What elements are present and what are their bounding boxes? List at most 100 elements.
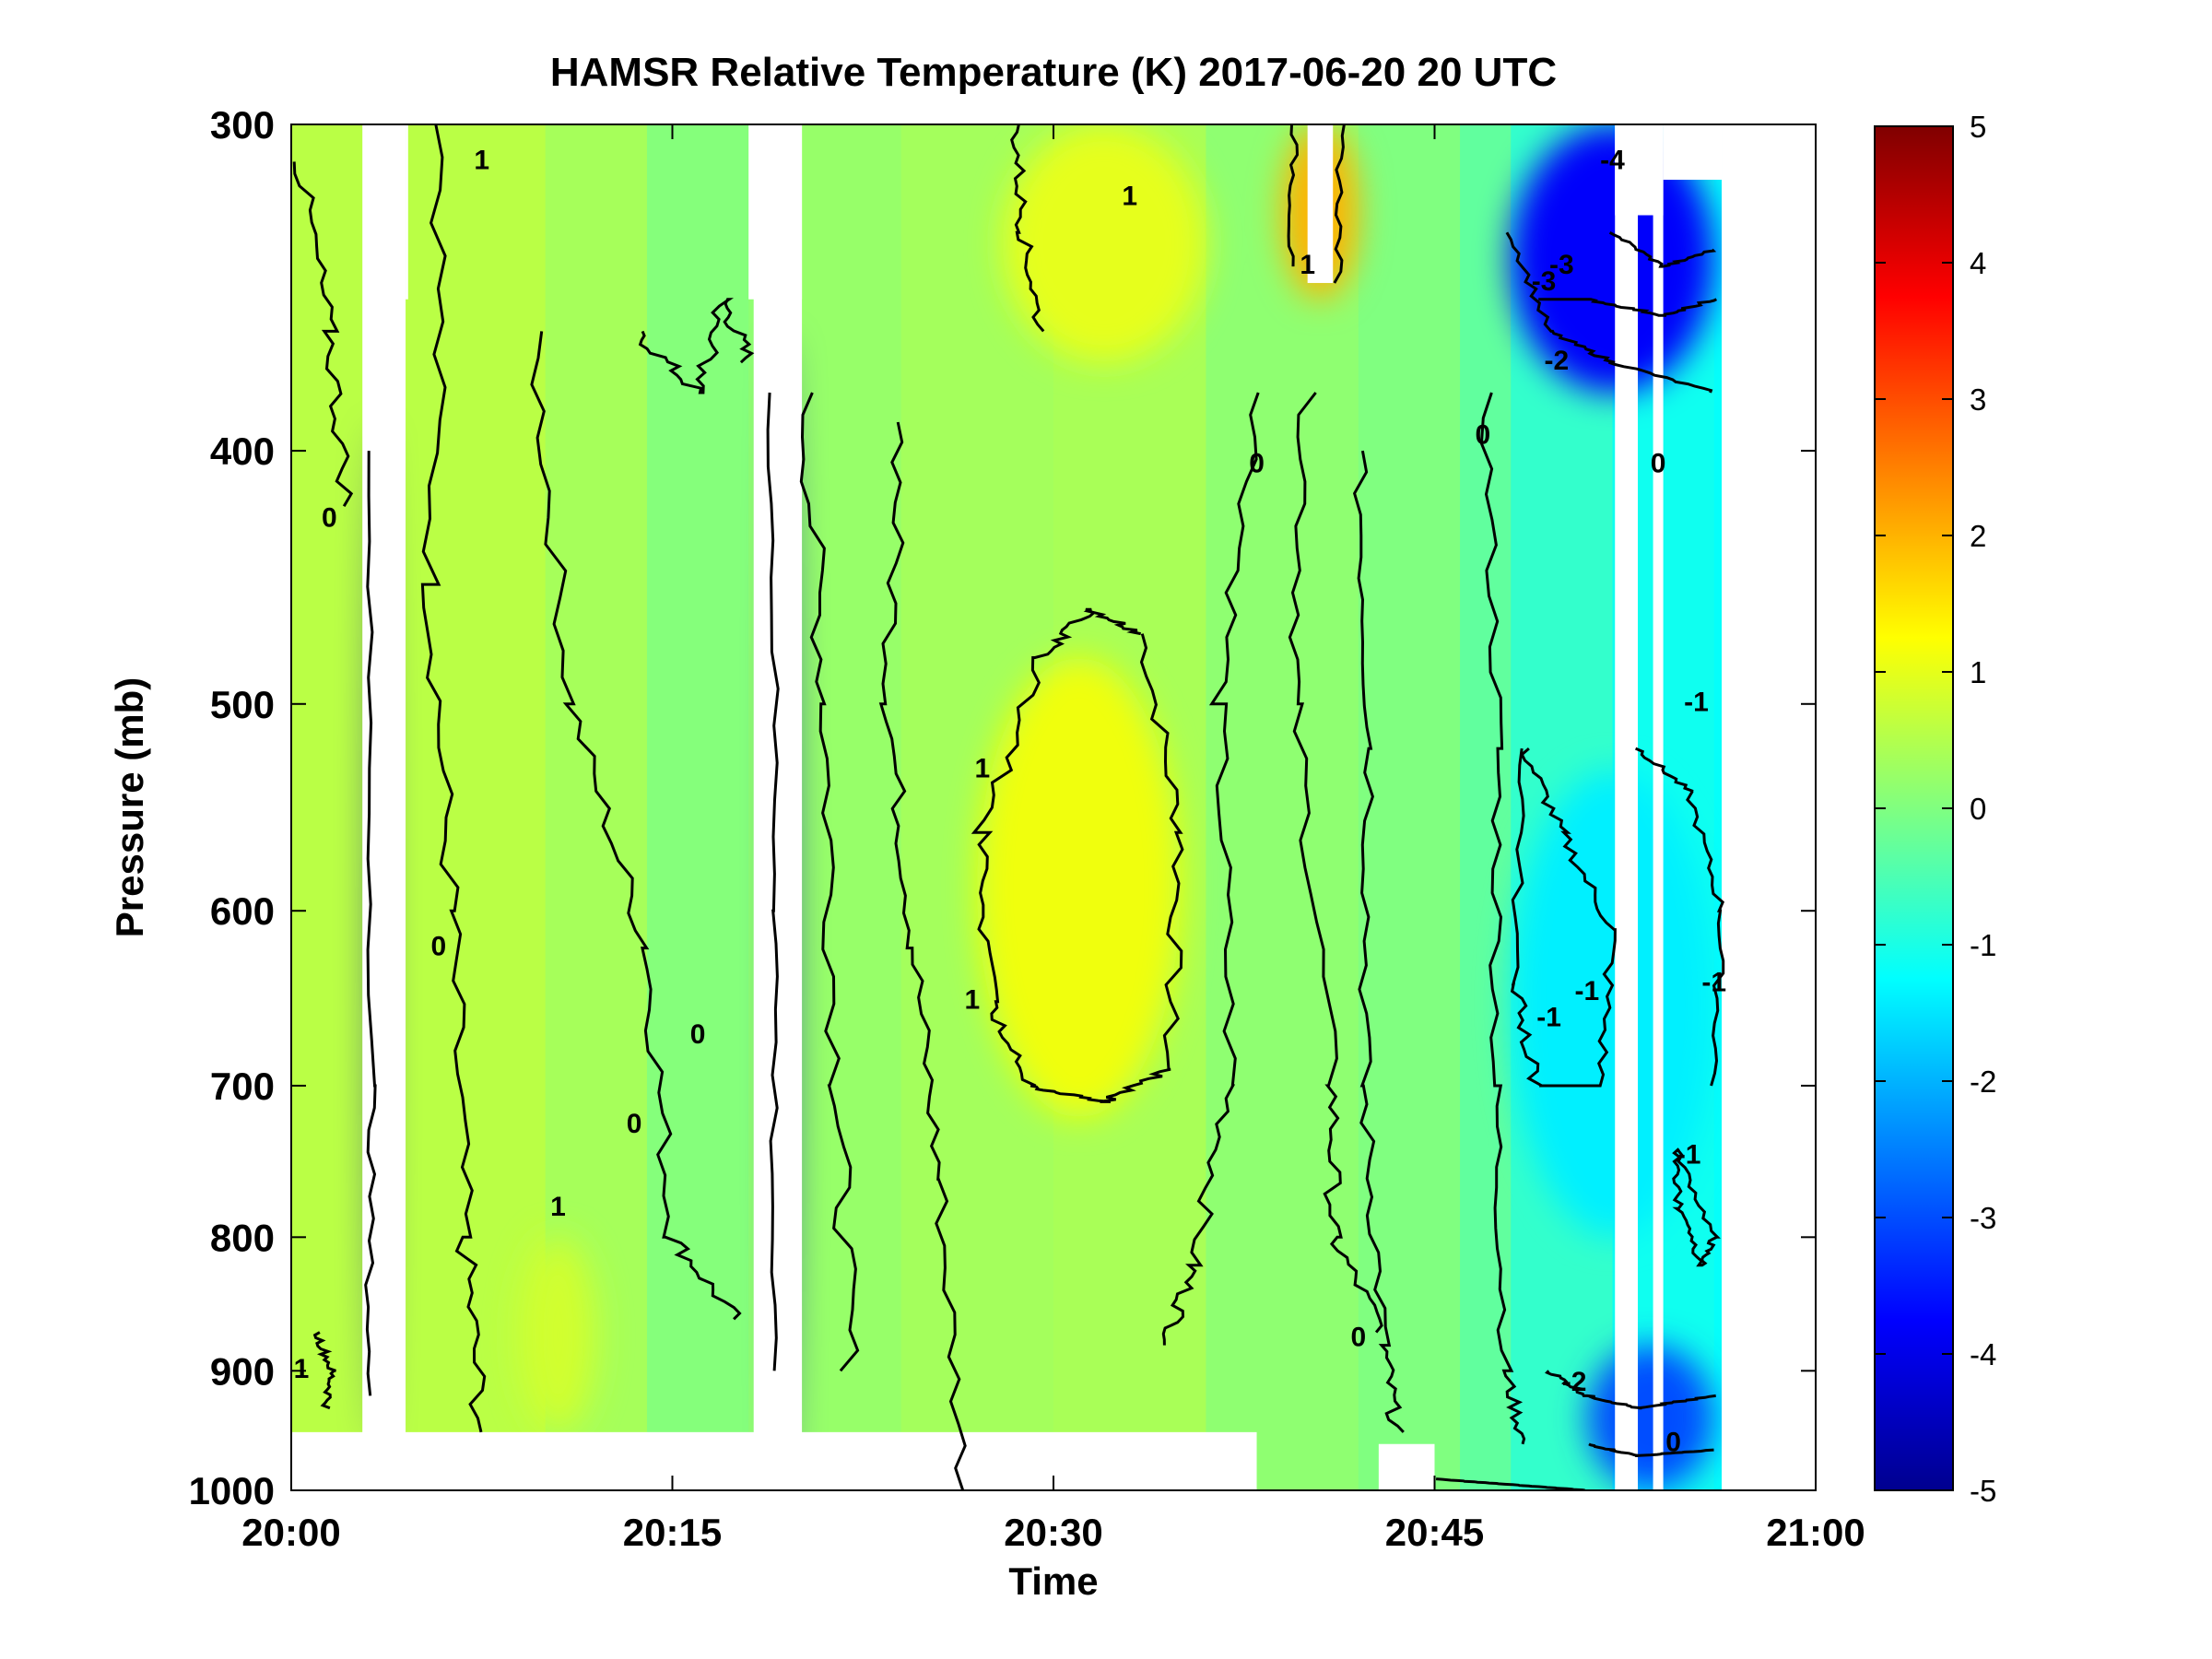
contour-label: -1 bbox=[1677, 1140, 1701, 1171]
contour-line bbox=[766, 392, 780, 1371]
contour-line bbox=[638, 298, 755, 394]
contour-label: 0 bbox=[1350, 1323, 1366, 1353]
colorbar-tick-label: 2 bbox=[1970, 519, 1986, 553]
contour-line bbox=[312, 1331, 336, 1410]
colorbar-tick-label: -2 bbox=[1970, 1065, 1996, 1099]
field-band bbox=[799, 124, 902, 1490]
contour-line bbox=[1672, 1147, 1721, 1267]
colorbar-ticks: 5 4 3 2 1 0 -1 -2 -3 -4 -5 bbox=[1875, 110, 1996, 1508]
contour-line bbox=[971, 607, 1184, 1103]
contour-label: 1 bbox=[550, 1192, 566, 1222]
contour-lines bbox=[292, 124, 1725, 1490]
contour-label: 0 bbox=[1249, 448, 1265, 478]
contour-line bbox=[530, 331, 742, 1321]
contour-line bbox=[799, 392, 860, 1372]
contour-label: 0 bbox=[1651, 448, 1666, 478]
y-tick-label: 700 bbox=[210, 1065, 275, 1108]
contour-line bbox=[1352, 450, 1405, 1433]
contour-label: 1 bbox=[974, 753, 990, 783]
data-gap bbox=[1307, 124, 1334, 284]
x-tick-label: 20:45 bbox=[1385, 1511, 1484, 1554]
contour-line bbox=[1545, 1370, 1716, 1410]
y-tick-label: 900 bbox=[210, 1349, 275, 1393]
contour-label: 0 bbox=[690, 1019, 706, 1050]
y-tick-label: 400 bbox=[210, 429, 275, 473]
contour-label: -1 bbox=[1701, 968, 1726, 998]
colorbar-tick-label: -3 bbox=[1970, 1201, 1996, 1235]
data-gap bbox=[406, 124, 408, 300]
below-surface bbox=[291, 1431, 1257, 1490]
field-band bbox=[291, 124, 547, 1490]
contour-label: -4 bbox=[1600, 145, 1625, 175]
contour-line bbox=[1288, 392, 1383, 1334]
contour-label: 0 bbox=[322, 503, 337, 534]
no-data-region bbox=[1722, 124, 1816, 1490]
data-gap bbox=[1653, 124, 1664, 1490]
contour-line bbox=[292, 161, 354, 507]
colorbar-tick-label: 0 bbox=[1970, 792, 1986, 826]
contour-label: 1 bbox=[1122, 181, 1137, 211]
contour-line bbox=[1333, 124, 1346, 284]
x-axis-label: Time bbox=[1008, 1559, 1098, 1603]
contour-label: 0 bbox=[1476, 420, 1491, 451]
contour-line bbox=[1287, 124, 1300, 267]
contour-line bbox=[1010, 124, 1045, 333]
x-tick-label: 21:00 bbox=[1766, 1511, 1865, 1554]
field-band bbox=[1358, 124, 1462, 1490]
y-tick-label: 1000 bbox=[189, 1469, 275, 1512]
field-region bbox=[1586, 1345, 1714, 1490]
contour-label: 0 bbox=[627, 1109, 642, 1139]
contour-line bbox=[1435, 1477, 1585, 1490]
contour-line bbox=[878, 421, 967, 1490]
field-band bbox=[1460, 124, 1512, 1490]
field-band bbox=[646, 124, 750, 1490]
y-tick-label: 300 bbox=[210, 103, 275, 147]
contour-labels: 1 1 1 1 1 1 1 -1 -1 -1 -1 -1 -2 -2 -3-3 -4 0 0 0 0 0 0 0 0 0 bbox=[294, 145, 1726, 1457]
colorbar-tick-label: -4 bbox=[1970, 1337, 1996, 1371]
x-tick-label: 20:00 bbox=[241, 1511, 340, 1554]
colorbar-tick-label: 1 bbox=[1970, 655, 1986, 689]
contour-label: -2 bbox=[1562, 1367, 1587, 1397]
colorbar-tick-label: 3 bbox=[1970, 382, 1986, 417]
contour-line bbox=[1505, 231, 1713, 394]
x-axis: 20:00 20:15 20:30 20:45 21:00 bbox=[241, 124, 1865, 1554]
contour-label: -2 bbox=[1544, 346, 1569, 376]
below-surface bbox=[1378, 1443, 1435, 1490]
contour-line bbox=[1608, 230, 1717, 268]
data-gap bbox=[748, 124, 803, 300]
colorbar-tick-label: 4 bbox=[1970, 246, 1986, 280]
contour-label: -3 bbox=[1549, 250, 1574, 280]
contour-line bbox=[1479, 392, 1526, 1445]
field-band bbox=[1206, 124, 1359, 1490]
contour-label: 0 bbox=[431, 931, 447, 961]
contour-line bbox=[1161, 392, 1260, 1346]
contour-line bbox=[1588, 1442, 1714, 1457]
data-gap bbox=[1663, 124, 1723, 181]
contour-label: -3 bbox=[1532, 266, 1557, 297]
colorbar-tick-label: -5 bbox=[1970, 1474, 1996, 1508]
colorbar: 5 4 3 2 1 0 -1 -2 -3 -4 -5 bbox=[1874, 110, 1996, 1508]
y-tick-label: 500 bbox=[210, 683, 275, 726]
y-axis-label: Pressure (mb) bbox=[108, 677, 151, 937]
chart-title: HAMSR Relative Temperature (K) 2017-06-2… bbox=[550, 50, 1557, 95]
contour-label: 1 bbox=[294, 1354, 310, 1384]
data-gap bbox=[753, 124, 803, 1490]
data-gap bbox=[1615, 124, 1639, 1490]
contour-label: -1 bbox=[1536, 1002, 1561, 1032]
y-tick-label: 800 bbox=[210, 1216, 275, 1259]
colorbar-tick-label: -1 bbox=[1970, 928, 1996, 962]
temperature-field bbox=[291, 124, 1816, 1490]
contour-label: 0 bbox=[1665, 1428, 1681, 1458]
colorbar-tick-label: 5 bbox=[1970, 110, 1986, 144]
field-region bbox=[977, 657, 1181, 1118]
contour-label: 1 bbox=[474, 145, 489, 175]
contour-line bbox=[1635, 747, 1725, 1087]
x-tick-label: 20:30 bbox=[1004, 1511, 1102, 1554]
y-tick-label: 600 bbox=[210, 889, 275, 933]
field-region bbox=[520, 1237, 596, 1432]
contour-line bbox=[364, 451, 377, 1396]
contour-label: 1 bbox=[1300, 250, 1315, 280]
